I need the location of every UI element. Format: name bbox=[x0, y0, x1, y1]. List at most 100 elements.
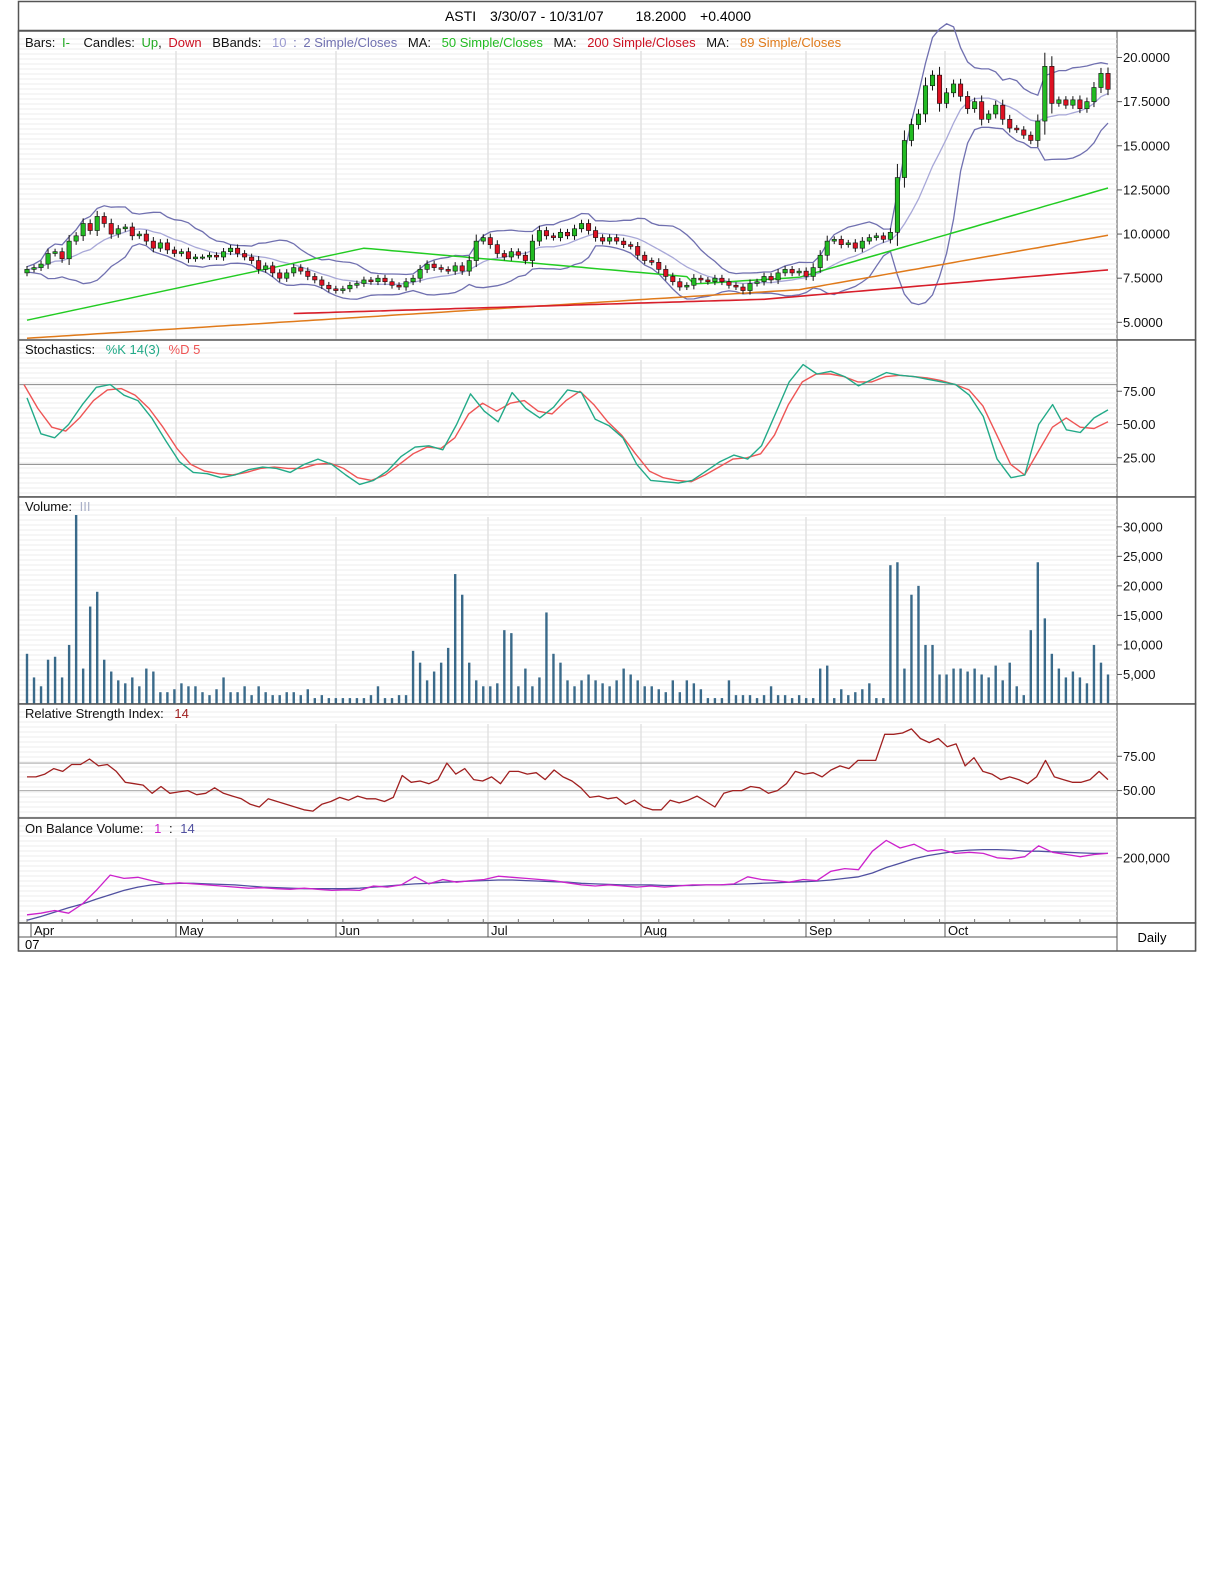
candle-body bbox=[1014, 127, 1020, 131]
volume-bar bbox=[362, 698, 366, 704]
candle-body bbox=[319, 279, 325, 286]
volume-bar bbox=[88, 606, 92, 704]
candle bbox=[171, 246, 177, 257]
volume-bar bbox=[229, 692, 232, 704]
candle-body bbox=[277, 272, 283, 279]
volume-bar bbox=[643, 686, 646, 704]
volume-bar bbox=[531, 686, 534, 704]
candle bbox=[438, 264, 444, 273]
volume-bar bbox=[397, 695, 401, 704]
candle bbox=[684, 282, 690, 291]
candle-body bbox=[775, 272, 781, 281]
candle bbox=[115, 225, 121, 238]
volume-bar bbox=[124, 683, 127, 704]
candle-body bbox=[452, 265, 458, 272]
stochastics-legend: Stochastics: %K 14(3) %D 5 bbox=[25, 342, 200, 357]
candle bbox=[340, 285, 346, 294]
candle bbox=[775, 268, 781, 285]
candle bbox=[52, 248, 58, 257]
candle bbox=[747, 279, 753, 295]
stoch-k-line bbox=[26, 363, 1109, 486]
volume-bar bbox=[924, 644, 927, 704]
candle bbox=[614, 234, 620, 245]
candle bbox=[298, 264, 304, 275]
candle bbox=[192, 254, 198, 262]
candle bbox=[621, 237, 627, 249]
volume-bar bbox=[762, 695, 766, 704]
volume-bar bbox=[446, 647, 450, 704]
bbands-separator: : bbox=[293, 35, 297, 50]
candle-body bbox=[859, 240, 865, 249]
volume-bar bbox=[418, 662, 422, 704]
candle bbox=[572, 224, 578, 240]
volume-bar bbox=[931, 644, 934, 704]
candle-body bbox=[1007, 118, 1013, 129]
candle-body bbox=[677, 281, 683, 288]
price-legend: Bars: I- Candles: Up, Down BBands: 10 : … bbox=[25, 35, 842, 50]
candle-body bbox=[1077, 99, 1083, 109]
volume-tick-label: 30,000 bbox=[1123, 519, 1163, 534]
volume-bar bbox=[804, 698, 808, 704]
candle bbox=[698, 275, 704, 283]
candle bbox=[817, 250, 823, 273]
candle-body bbox=[810, 267, 816, 277]
volume-bar bbox=[847, 695, 850, 704]
volume-bar bbox=[833, 698, 836, 704]
minor-grid bbox=[19, 347, 1117, 494]
volume-bar bbox=[910, 594, 913, 704]
candle-body bbox=[944, 92, 950, 104]
volume-bar bbox=[987, 677, 990, 704]
candle-body bbox=[579, 223, 585, 230]
candle bbox=[1035, 114, 1041, 148]
candle bbox=[733, 282, 739, 291]
candle bbox=[1000, 99, 1006, 125]
candle bbox=[221, 248, 227, 261]
candle bbox=[873, 232, 879, 241]
volume-bar bbox=[966, 671, 969, 704]
volume-bar bbox=[348, 698, 352, 704]
volume-bar bbox=[187, 686, 190, 704]
candle bbox=[1084, 97, 1090, 113]
rsi-panel: 75.00 50.00 bbox=[17, 703, 1197, 819]
change-label: +0.4000 bbox=[700, 8, 751, 24]
volume-bar bbox=[390, 698, 394, 704]
volume-tick-label: 5,000 bbox=[1123, 667, 1156, 682]
candle-body bbox=[164, 242, 170, 251]
volume-bar bbox=[797, 695, 801, 704]
volume-bar bbox=[973, 668, 976, 704]
obv-label: On Balance Volume: bbox=[25, 821, 144, 836]
stoch-d-label: %D 5 bbox=[169, 342, 201, 357]
obv-panel: 200,000 bbox=[17, 817, 1197, 924]
ma89-line bbox=[26, 234, 1109, 339]
candle-body bbox=[550, 235, 556, 238]
volume-bar bbox=[615, 680, 618, 704]
candle bbox=[87, 219, 93, 235]
volume-bar bbox=[811, 698, 815, 704]
candle-body bbox=[38, 263, 44, 268]
candle bbox=[901, 130, 907, 188]
candle-body bbox=[880, 235, 886, 240]
candle bbox=[80, 218, 86, 241]
volume-bar bbox=[39, 686, 43, 704]
candle bbox=[1042, 52, 1048, 135]
candle-body bbox=[221, 251, 227, 258]
month-label: Jul bbox=[491, 923, 508, 938]
volume-bar bbox=[917, 585, 920, 704]
volume-bar bbox=[868, 683, 871, 704]
candle-body bbox=[24, 269, 30, 274]
symbol-label: ASTI bbox=[445, 8, 476, 24]
candle bbox=[677, 278, 683, 291]
volume-bar bbox=[439, 662, 443, 704]
volume-bar bbox=[1036, 562, 1040, 704]
candle bbox=[382, 274, 388, 286]
candle-body bbox=[66, 240, 72, 260]
candle-body bbox=[1091, 87, 1097, 102]
volume-bar bbox=[236, 692, 239, 704]
candle-body bbox=[908, 124, 914, 141]
volume-bar bbox=[117, 680, 120, 704]
price-tick-label: 15.0000 bbox=[1123, 138, 1170, 153]
candle bbox=[761, 272, 767, 286]
stochastics-panel: 75.00 50.00 25.00 bbox=[17, 339, 1197, 498]
candle-body bbox=[649, 260, 655, 263]
candle-body bbox=[214, 254, 220, 258]
